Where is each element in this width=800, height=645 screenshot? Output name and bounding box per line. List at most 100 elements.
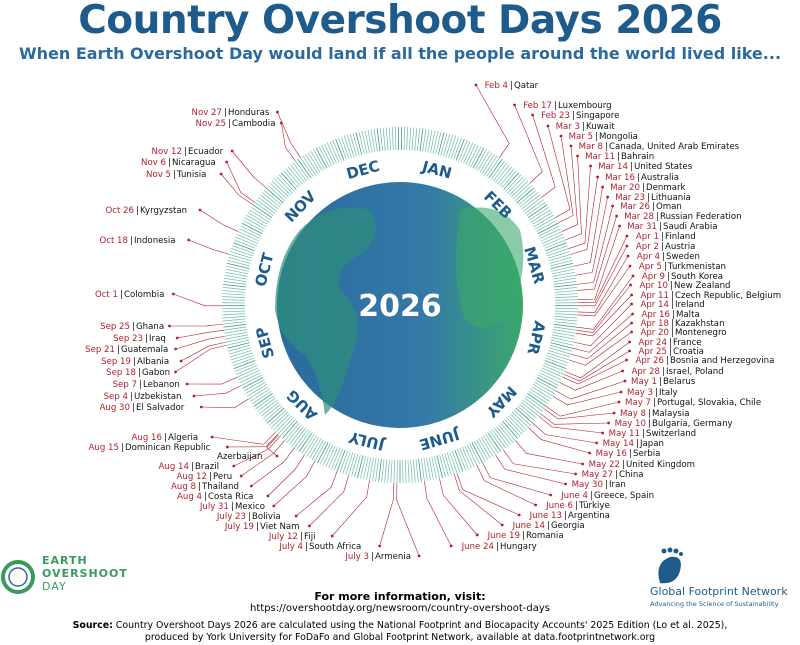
country-name: South Africa bbox=[309, 542, 362, 552]
leader-dot bbox=[626, 254, 630, 258]
country-name: Romania bbox=[526, 531, 564, 541]
day-tick bbox=[495, 164, 510, 184]
day-tick bbox=[369, 457, 374, 481]
day-tick bbox=[484, 155, 498, 176]
day-tick bbox=[552, 331, 576, 337]
overshoot-date: Apr 24 bbox=[638, 338, 667, 348]
day-tick bbox=[222, 293, 246, 296]
leader-line bbox=[532, 114, 556, 198]
day-tick bbox=[360, 456, 366, 479]
leader-dot bbox=[621, 369, 624, 373]
day-tick bbox=[223, 326, 247, 331]
day-tick bbox=[552, 334, 575, 340]
day-tick bbox=[523, 397, 543, 412]
day-tick bbox=[230, 352, 253, 361]
country-name: Azerbaijan bbox=[217, 452, 263, 462]
source-note-line2: produced by York University for FoDaFo a… bbox=[144, 632, 656, 643]
overshoot-date: Apr 16 bbox=[641, 310, 670, 320]
overshoot-date: Mar 23 bbox=[615, 193, 645, 203]
leader-dot bbox=[417, 554, 421, 558]
day-tick bbox=[498, 424, 514, 443]
day-tick bbox=[222, 287, 246, 291]
day-tick bbox=[254, 201, 274, 216]
leader-line bbox=[267, 454, 305, 497]
day-tick bbox=[527, 204, 548, 219]
leader-line bbox=[564, 341, 630, 379]
day-tick bbox=[501, 170, 517, 189]
leader-dot bbox=[569, 144, 573, 148]
overshoot-date: Mar 8 bbox=[578, 142, 603, 152]
overshoot-date: June 24 bbox=[461, 542, 494, 552]
leader-dot bbox=[576, 154, 579, 158]
day-tick bbox=[260, 401, 280, 417]
leader-line bbox=[575, 294, 632, 337]
leader-line bbox=[251, 447, 295, 487]
leader-dot bbox=[219, 172, 223, 176]
leader-line bbox=[576, 205, 613, 285]
leader-dot bbox=[210, 435, 214, 439]
overshoot-date: June 14 bbox=[512, 521, 545, 531]
day-tick bbox=[300, 157, 314, 177]
day-tick bbox=[298, 432, 313, 452]
leader-dot bbox=[619, 390, 623, 394]
earth-overshoot-day-logo: EARTH OVERSHOOT DAY bbox=[0, 553, 127, 603]
day-tick bbox=[420, 458, 425, 482]
more-info-link[interactable]: https://overshootday.org/newsroom/countr… bbox=[250, 603, 550, 614]
day-tick bbox=[436, 455, 443, 478]
overshoot-date: Apr 5 bbox=[638, 262, 662, 272]
leader-line bbox=[453, 474, 503, 526]
overshoot-date: Mar 28 bbox=[624, 212, 654, 222]
day-tick bbox=[551, 268, 575, 275]
day-tick bbox=[416, 128, 421, 152]
day-tick bbox=[290, 164, 305, 184]
leader-dot bbox=[232, 464, 236, 468]
day-tick bbox=[251, 390, 272, 405]
leader-dot bbox=[628, 340, 631, 344]
country-name: Lebanon bbox=[143, 380, 180, 390]
day-tick bbox=[264, 405, 283, 422]
day-tick bbox=[554, 318, 578, 322]
day-tick bbox=[502, 420, 519, 439]
day-tick bbox=[523, 196, 542, 212]
country-name: Saudi Arabia bbox=[663, 222, 718, 232]
day-tick bbox=[509, 178, 526, 196]
day-tick bbox=[553, 280, 577, 285]
leader-dot bbox=[549, 493, 552, 497]
leader-dot bbox=[581, 462, 584, 466]
day-tick bbox=[553, 277, 577, 283]
day-tick bbox=[529, 206, 550, 221]
overshoot-date: Mar 14 bbox=[598, 162, 628, 172]
leader-line bbox=[562, 359, 627, 385]
leader-dot bbox=[589, 164, 592, 168]
day-tick bbox=[478, 438, 491, 459]
day-tick bbox=[419, 128, 424, 152]
day-tick bbox=[395, 127, 397, 151]
day-tick bbox=[403, 127, 405, 151]
country-name: Turkmenistan bbox=[668, 262, 726, 272]
overshoot-date: Apr 11 bbox=[640, 291, 669, 301]
leader-line bbox=[233, 436, 281, 467]
country-name: Serbia bbox=[633, 449, 661, 459]
day-tick bbox=[381, 459, 385, 483]
day-tick bbox=[234, 362, 257, 372]
day-tick bbox=[519, 403, 538, 420]
day-tick bbox=[252, 204, 273, 219]
day-tick bbox=[542, 233, 564, 244]
leader-line bbox=[577, 245, 628, 307]
day-tick bbox=[303, 435, 317, 456]
day-tick bbox=[492, 162, 508, 182]
country-name: Bosnia and Herzegovina bbox=[670, 356, 775, 366]
country-name: Greece, Spain bbox=[594, 491, 655, 501]
country-name: New Zealand bbox=[674, 281, 731, 291]
overshoot-date: May 3 bbox=[627, 388, 653, 398]
country-name: Argentina bbox=[568, 511, 610, 521]
leader-dot bbox=[629, 283, 632, 287]
day-tick bbox=[284, 422, 300, 441]
country-name: Sweden bbox=[666, 252, 700, 262]
day-tick bbox=[472, 147, 485, 169]
day-tick bbox=[233, 242, 255, 252]
leader-line bbox=[331, 480, 370, 537]
overshoot-date: July 3 bbox=[345, 552, 369, 562]
day-tick bbox=[248, 386, 269, 400]
day-tick bbox=[449, 451, 458, 474]
